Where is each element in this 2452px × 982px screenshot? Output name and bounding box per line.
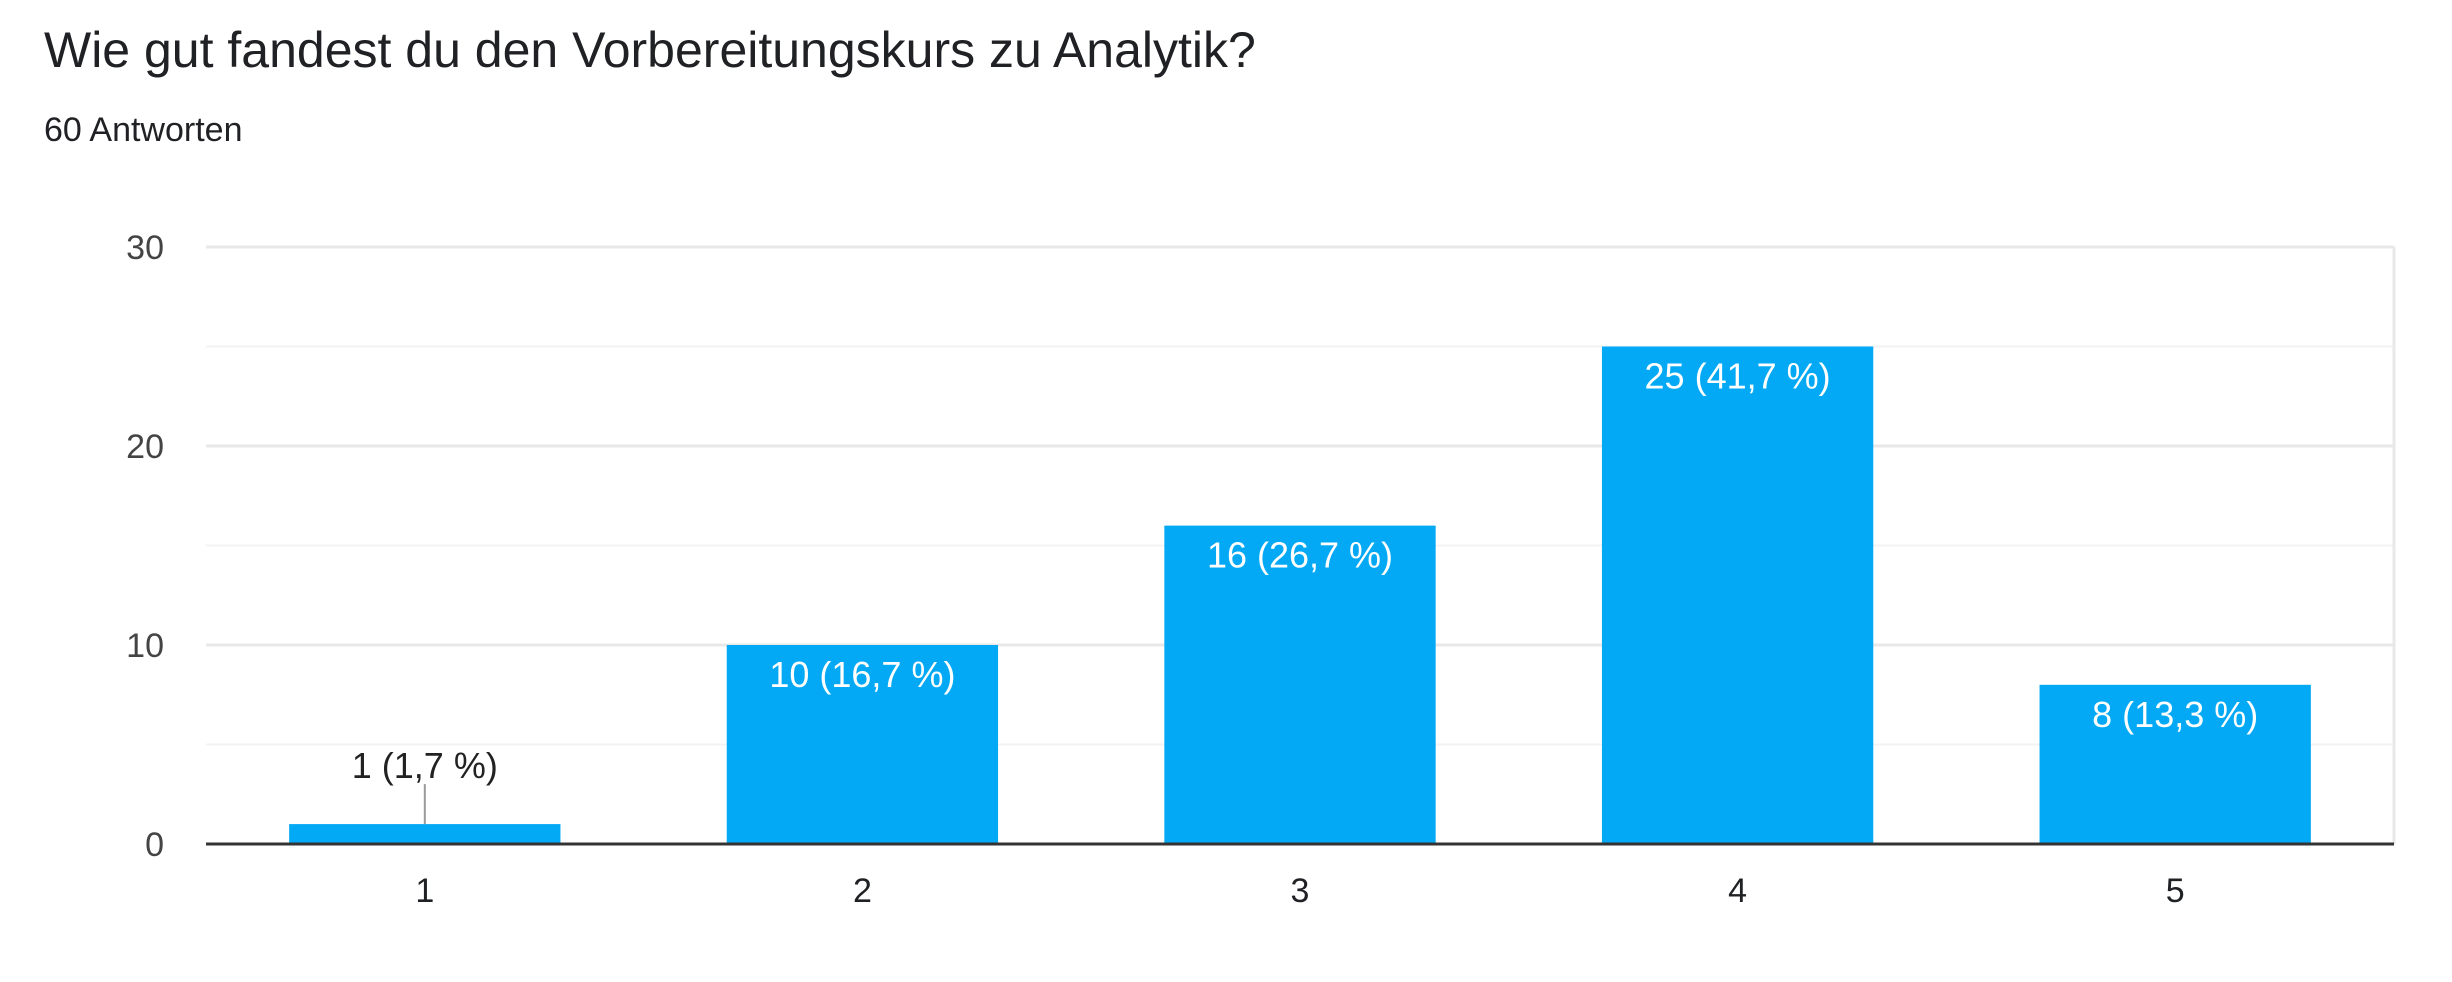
bar-5 xyxy=(2039,684,2311,844)
y-tick-label: 20 xyxy=(126,428,164,466)
x-tick-label: 5 xyxy=(2166,872,2185,910)
y-tick-label: 0 xyxy=(145,826,164,864)
chart-header: Wie gut fandest du den Vorbereitungskurs… xyxy=(44,18,1256,150)
chart-title: Wie gut fandest du den Vorbereitungskurs… xyxy=(44,22,1256,78)
x-axis-ticks: 1 2 3 4 5 xyxy=(415,872,2184,910)
gridlines xyxy=(206,245,2396,844)
data-label: 25 (41,7 %) xyxy=(1645,356,1831,397)
data-label: 8 (13,3 %) xyxy=(2092,694,2258,735)
bar-3 xyxy=(1164,525,1436,844)
response-count: 60 Antworten xyxy=(44,111,243,149)
bar-4 xyxy=(1601,346,1874,844)
x-tick-label: 3 xyxy=(1291,872,1310,910)
y-tick-label: 30 xyxy=(126,229,164,267)
bars xyxy=(289,346,2311,844)
data-label: 10 (16,7 %) xyxy=(769,654,955,695)
data-label: 1 (1,7 %) xyxy=(352,745,498,786)
bar-2 xyxy=(726,645,999,844)
y-axis-ticks: 0 10 20 30 xyxy=(126,229,164,864)
x-tick-label: 1 xyxy=(415,872,434,910)
data-labels: 1 (1,7 %) 10 (16,7 %) 16 (26,7 %) 25 (41,7 … xyxy=(352,356,2258,825)
data-label: 16 (26,7 %) xyxy=(1207,535,1393,576)
x-tick-label: 2 xyxy=(853,872,872,910)
bar-1 xyxy=(289,824,561,844)
x-tick-label: 4 xyxy=(1728,872,1747,910)
y-tick-label: 10 xyxy=(126,627,164,665)
